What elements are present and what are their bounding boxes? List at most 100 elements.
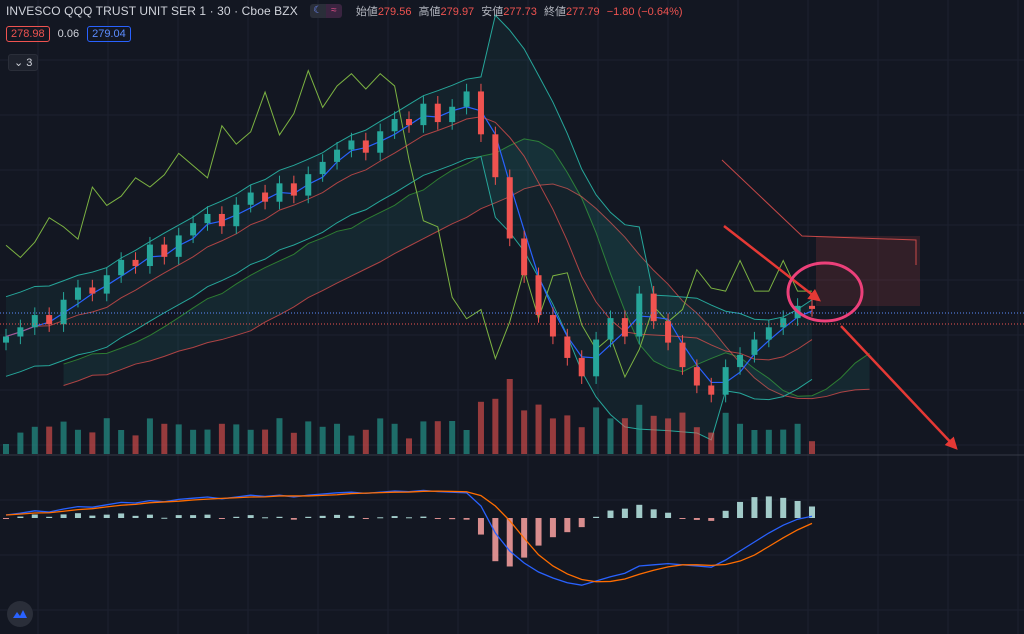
volume-bar <box>290 432 297 454</box>
macd-histogram-bar <box>262 517 269 519</box>
macd-histogram-bar <box>89 515 96 518</box>
candle-body <box>722 367 729 395</box>
sell-price-button[interactable]: 278.98 <box>6 26 50 42</box>
macd-histogram-bar <box>132 515 139 518</box>
macd-histogram-bar <box>420 516 427 518</box>
candle-body <box>708 385 715 395</box>
volume-bar <box>190 429 197 454</box>
volume-bar <box>391 423 398 454</box>
volume-bar <box>406 438 412 454</box>
volume-bar <box>794 423 801 454</box>
macd-histogram-bar <box>74 513 81 518</box>
candle-body <box>607 318 614 340</box>
moon-icon[interactable]: ☾ <box>309 4 326 18</box>
macd-histogram-bar <box>722 510 729 518</box>
indicator-count: 3 <box>26 57 33 69</box>
volume-bar <box>780 429 787 454</box>
annotation-circle[interactable] <box>786 261 864 323</box>
high-label: 高値 <box>418 6 441 18</box>
macd-histogram-bar <box>247 515 254 518</box>
candle-body <box>31 315 38 328</box>
volume-bar <box>463 430 470 454</box>
candle-body <box>175 235 182 257</box>
buy-price-button[interactable]: 279.04 <box>87 26 131 42</box>
macd-histogram-bar <box>290 518 297 520</box>
volume-bar <box>305 421 312 454</box>
macd-histogram-bar <box>765 496 772 518</box>
candle-body <box>406 119 412 126</box>
macd-histogram-bar <box>60 514 67 518</box>
volume-bar <box>809 441 815 454</box>
volume-bar <box>89 432 96 454</box>
macd-histogram-bar <box>377 517 384 519</box>
volume-bar <box>46 426 53 454</box>
candle-body <box>17 327 24 337</box>
annotation-arrow-in[interactable] <box>723 225 821 302</box>
candle-body <box>679 342 686 368</box>
volume-bar <box>175 424 182 454</box>
candle-body <box>161 244 168 257</box>
volume-bar <box>362 429 369 454</box>
volume-bar <box>679 412 686 454</box>
symbol-title[interactable]: INVESCO QQQ TRUST UNIT SER 1 · 30 · Cboe… <box>6 4 298 18</box>
volume-bar <box>31 426 38 454</box>
macd-histogram-bar <box>809 506 815 518</box>
macd-histogram-bar <box>305 516 312 518</box>
candle-body <box>276 183 283 202</box>
macd-histogram-bar <box>233 516 240 518</box>
waves-icon[interactable]: ≈ <box>325 4 342 18</box>
macd-histogram-bar <box>276 516 283 518</box>
macd-histogram-bar <box>161 517 168 519</box>
candle-body <box>319 161 326 175</box>
candle-body <box>564 336 571 358</box>
volume-bar <box>434 421 441 454</box>
spread-value: 0.06 <box>57 28 80 40</box>
signal-line <box>5 490 813 583</box>
volume-bar <box>765 429 772 454</box>
macd-histogram-bar <box>31 514 38 518</box>
candle-body <box>132 259 139 267</box>
volume-bar <box>348 435 355 454</box>
macd-histogram-bar <box>751 497 758 518</box>
volume-bar <box>593 407 600 454</box>
candle-body <box>233 204 240 227</box>
macd-histogram-bar <box>334 514 341 518</box>
candle-body <box>593 339 600 377</box>
volume-bar <box>161 423 168 454</box>
candle-body <box>477 91 484 135</box>
volume-bar <box>636 404 643 454</box>
close-value: 277.79 <box>565 6 600 18</box>
macd-histogram-bar <box>103 514 110 518</box>
volume-bar <box>262 429 269 454</box>
volume-bar <box>506 379 513 454</box>
volume-bar <box>103 418 110 454</box>
macd-histogram-bar <box>204 514 211 518</box>
macd-histogram-bar <box>578 518 585 528</box>
volume-bar <box>276 418 283 454</box>
volume-bar <box>650 415 657 454</box>
candle-body <box>103 275 110 294</box>
tradingview-logo-icon[interactable] <box>7 601 33 627</box>
annotation-arrow-out[interactable] <box>840 325 958 450</box>
volume-bar <box>420 421 427 454</box>
macd-histogram-bar <box>506 518 513 567</box>
candle-body <box>391 119 398 132</box>
low-label: 安値 <box>481 6 504 18</box>
macd-histogram-bar <box>564 518 571 533</box>
candle-body <box>190 223 197 236</box>
macd-histogram-bar <box>708 518 715 521</box>
macd-histogram-bar <box>449 518 456 520</box>
macd-histogram-bar <box>780 497 787 518</box>
indicators-collapse-button[interactable]: ⌄ 3 <box>8 54 39 71</box>
candle-body <box>46 315 53 325</box>
candle-body <box>334 149 341 162</box>
macd-histogram-bar <box>693 518 700 520</box>
macd-histogram-bar <box>434 518 441 519</box>
symbol-header: INVESCO QQQ TRUST UNIT SER 1 · 30 · Cboe… <box>6 2 687 20</box>
volume-bar <box>693 427 700 454</box>
macd-histogram-bar <box>146 514 153 518</box>
volume-bar <box>665 418 672 454</box>
candle-body <box>650 293 657 322</box>
macd-histogram-bar <box>679 518 686 519</box>
